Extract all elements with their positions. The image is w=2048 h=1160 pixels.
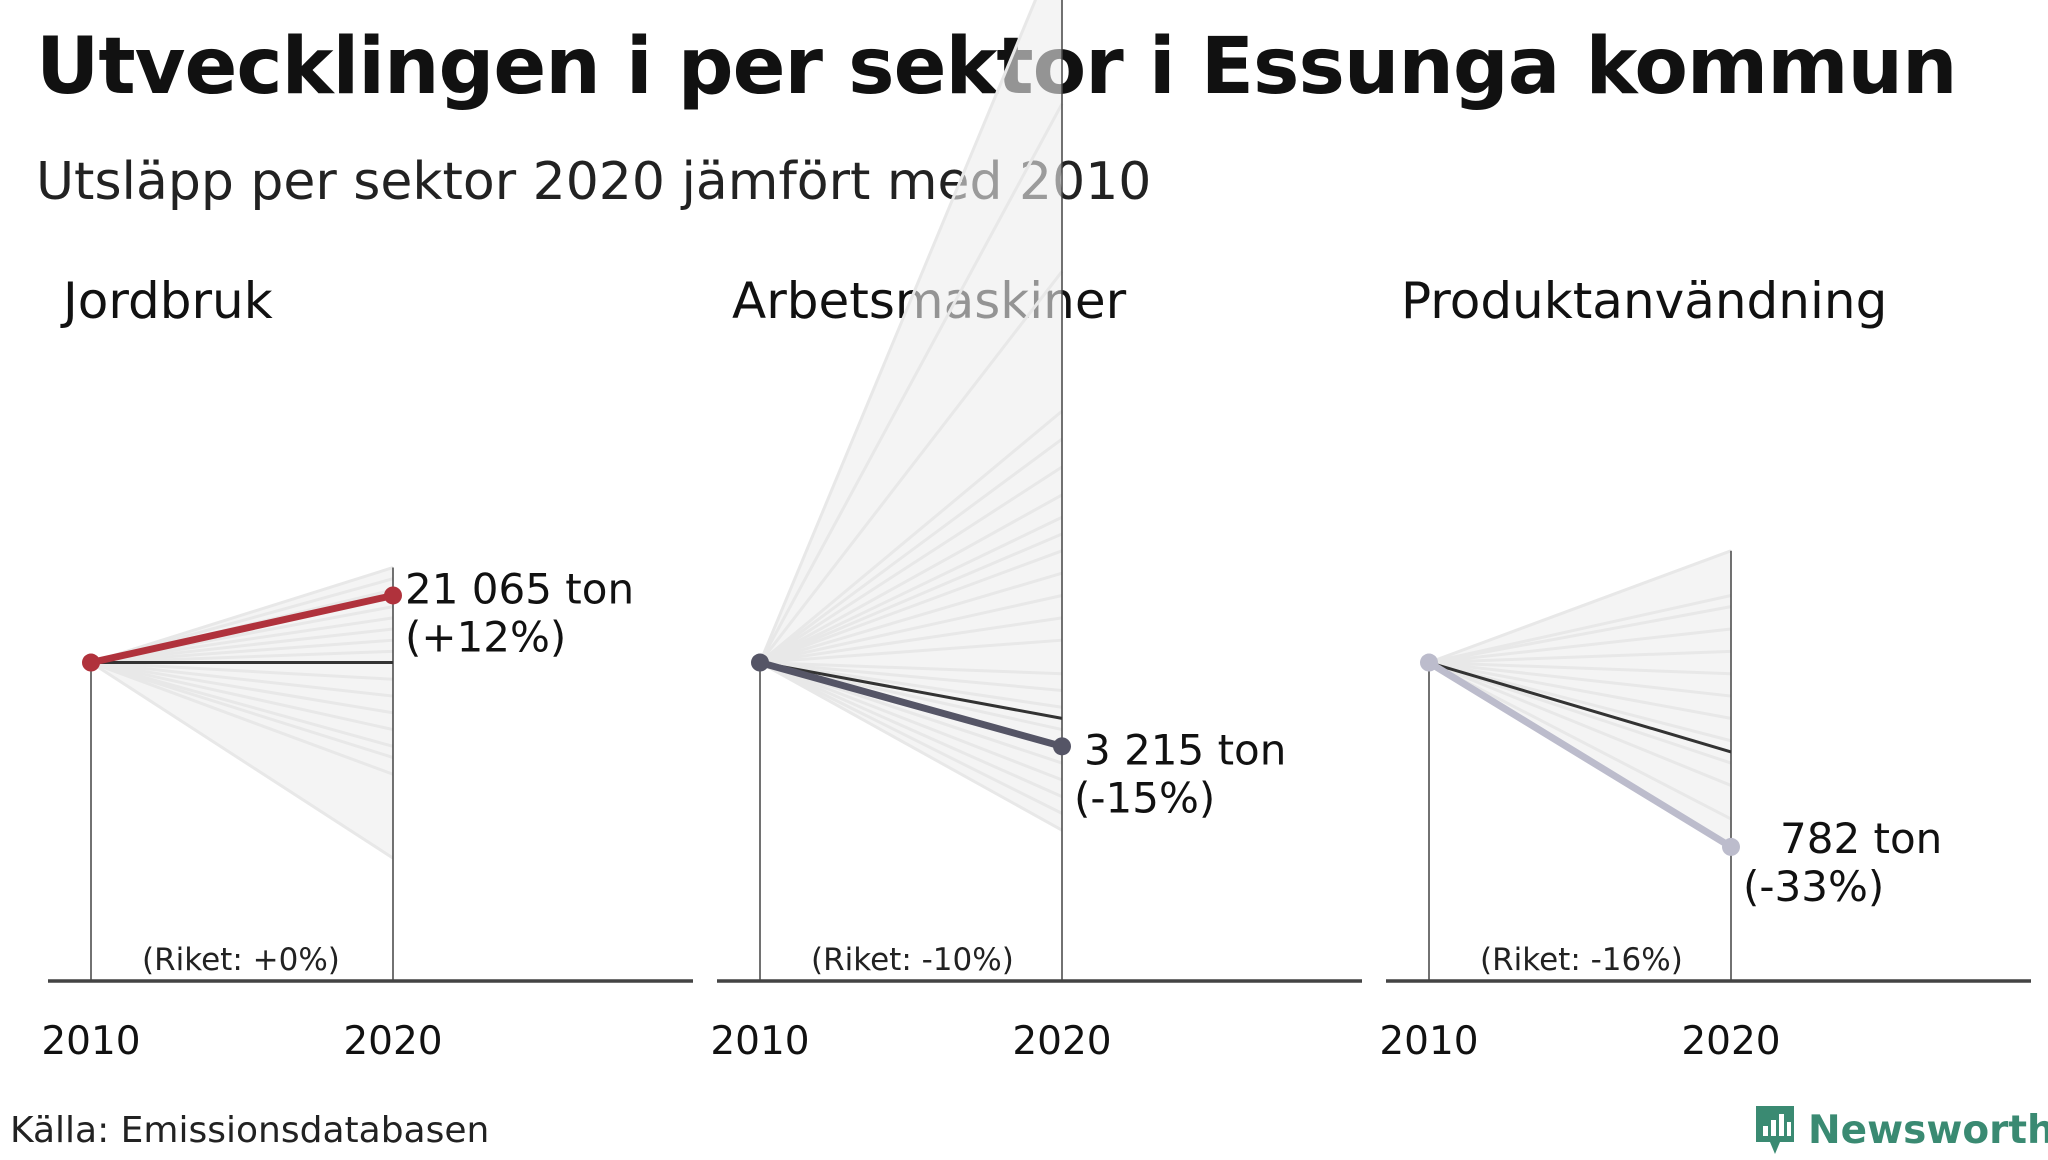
other-municipality-line-12 xyxy=(90,616,394,665)
other-municipality-line-8 xyxy=(1428,661,1732,676)
x-tick-2010: 2010 xyxy=(1379,1019,1478,1064)
newsworthy-logo-icon xyxy=(1756,1106,1794,1154)
other-municipality-line-2 xyxy=(759,661,1063,815)
other-municipality-line-9 xyxy=(90,649,394,665)
other-municipality-line-6 xyxy=(90,661,394,715)
other-municipality-line-7 xyxy=(1428,661,1732,698)
other-municipality-line-23 xyxy=(758,0,1038,664)
other-municipality-line-19 xyxy=(759,437,1063,664)
source-note: Källa: Emissionsdatabasen xyxy=(10,1110,490,1151)
other-municipalities-area xyxy=(91,567,393,859)
other-municipality-line-4 xyxy=(1428,661,1732,765)
local-point-2010 xyxy=(751,653,769,672)
other-municipality-line-15 xyxy=(759,532,1063,664)
national-line xyxy=(1428,661,1732,754)
other-municipality-line-3 xyxy=(90,661,394,759)
other-municipality-line-7 xyxy=(90,661,394,698)
other-municipality-line-3 xyxy=(1428,661,1732,787)
other-municipality-line-21 xyxy=(758,270,1064,664)
other-municipality-line-11 xyxy=(1428,605,1732,665)
other-municipality-line-10 xyxy=(90,638,394,665)
other-municipality-line-11 xyxy=(90,627,394,665)
other-municipality-line-10 xyxy=(1428,627,1732,665)
local-point-2020 xyxy=(1053,737,1071,756)
local-point-2020 xyxy=(384,586,402,605)
brand-name: Newsworthy xyxy=(1808,1107,2048,1153)
other-municipality-line-5 xyxy=(1428,661,1732,743)
other-municipality-line-5 xyxy=(90,661,394,732)
local-pct-label: (-33%) xyxy=(1743,862,1884,911)
other-municipality-line-1 xyxy=(759,661,1063,832)
other-municipality-line-2 xyxy=(1428,661,1732,821)
national-change-label: (Riket: -10%) xyxy=(811,942,1014,978)
other-municipality-line-7 xyxy=(759,661,1063,709)
other-municipality-line-11 xyxy=(759,616,1063,665)
national-change-label: (Riket: -16%) xyxy=(1480,942,1683,978)
other-municipality-line-22 xyxy=(758,103,1064,664)
x-tick-2020: 2020 xyxy=(1681,1019,1780,1064)
other-municipality-line-18 xyxy=(759,465,1063,664)
x-tick-2020: 2020 xyxy=(343,1019,442,1064)
national-change-label: (Riket: +0%) xyxy=(142,942,340,978)
other-municipality-line-9 xyxy=(759,661,1063,676)
x-tick-2020: 2020 xyxy=(1012,1019,1111,1064)
panel-title-3: Produktanvändning xyxy=(1401,272,1887,330)
other-municipality-line-8 xyxy=(90,661,394,681)
other-municipality-line-9 xyxy=(1428,649,1732,665)
other-municipality-line-4 xyxy=(90,661,394,748)
other-municipality-line-17 xyxy=(759,493,1063,664)
local-value-label: 3 215 ton xyxy=(1084,725,1286,774)
local-pct-label: (+12%) xyxy=(405,612,566,661)
local-point-2020 xyxy=(1722,837,1740,856)
other-municipality-line-4 xyxy=(759,661,1063,782)
panel-title-1: Jordbruk xyxy=(60,272,273,330)
brand-logo: Newsworthy xyxy=(1752,1100,2048,1160)
other-municipality-line-6 xyxy=(1428,661,1732,720)
local-line xyxy=(87,591,397,667)
other-municipality-line-3 xyxy=(759,661,1063,798)
other-municipality-line-12 xyxy=(1428,594,1732,664)
other-municipality-line-2 xyxy=(90,661,394,776)
other-municipality-line-14 xyxy=(759,549,1063,664)
local-line xyxy=(1425,659,1735,851)
local-point-2010 xyxy=(82,653,100,672)
other-municipality-line-12 xyxy=(759,594,1063,664)
other-municipalities-area xyxy=(1429,550,1731,847)
other-municipality-line-13 xyxy=(759,571,1063,664)
local-value-label: 21 065 ton xyxy=(405,564,634,613)
other-municipality-line-1 xyxy=(90,661,394,860)
other-municipality-line-8 xyxy=(759,661,1063,692)
local-line xyxy=(756,659,1066,750)
x-tick-2010: 2010 xyxy=(710,1019,809,1064)
x-tick-2010: 2010 xyxy=(41,1019,140,1064)
local-pct-label: (-15%) xyxy=(1074,773,1215,822)
other-municipality-line-10 xyxy=(759,638,1063,665)
other-municipality-line-16 xyxy=(759,515,1063,664)
other-municipality-line-20 xyxy=(759,409,1063,664)
local-value-label: 782 ton xyxy=(1780,814,1942,863)
national-line xyxy=(759,661,1063,720)
other-municipalities-area xyxy=(760,0,1062,831)
other-municipality-line-16 xyxy=(90,566,394,664)
other-municipality-line-13 xyxy=(1428,549,1732,664)
local-point-2010 xyxy=(1420,653,1438,672)
